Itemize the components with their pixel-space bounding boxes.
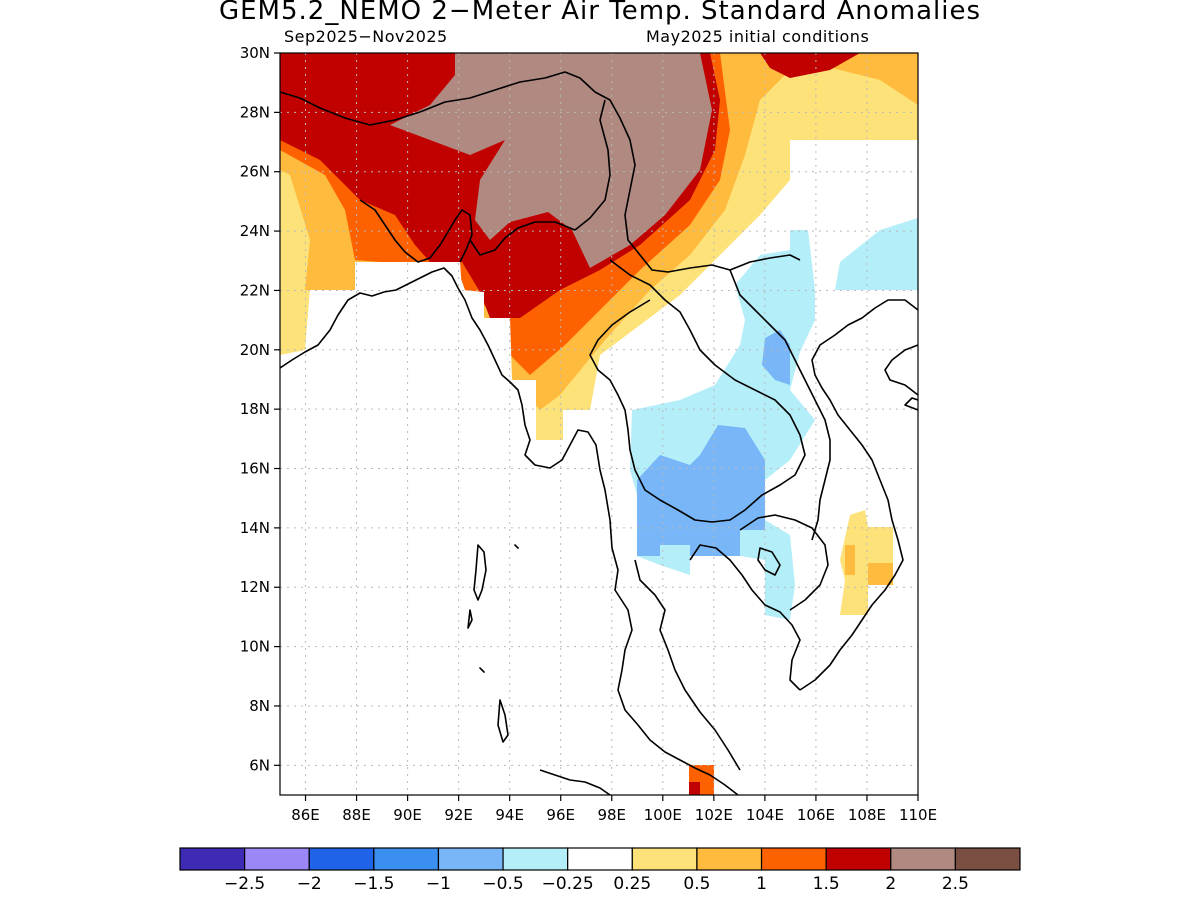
colorbar-swatch (437, 847, 504, 871)
border-laos-vietnam (729, 269, 831, 541)
lat-tick-label: 24N (240, 222, 270, 240)
lon-tick-label: 104E (746, 806, 784, 824)
region-hot-malaysia (689, 782, 700, 795)
border-himalaya (280, 71, 801, 273)
colorbar-swatch (502, 847, 569, 871)
tonle-sap (757, 547, 781, 576)
colorbar-label: 2 (885, 874, 896, 894)
region-cooler-laos (762, 330, 790, 385)
colorbar-label: 1 (756, 874, 767, 894)
colorbar-swatch (373, 847, 440, 871)
colorbar-swatch (179, 847, 246, 871)
lon-tick-label: 94E (495, 806, 524, 824)
lat-tick-label: 20N (240, 341, 270, 359)
region-mild-warm-vietnam (845, 545, 893, 585)
lat-tick-label: 12N (240, 578, 270, 596)
colorbar-label: 2.5 (942, 874, 969, 894)
border-cambodia (739, 514, 829, 611)
lat-tick-label: 26N (240, 163, 270, 181)
colorbar-swatch (567, 847, 633, 871)
colorbar-label: 0.5 (683, 874, 710, 894)
lon-tick-label: 86E (291, 806, 320, 824)
region-very-warm-north (390, 53, 712, 268)
lon-tick-label: 106E (797, 806, 835, 824)
lat-tick-label: 30N (240, 44, 270, 62)
coastline-sumatra-north (539, 769, 611, 795)
longitude-axis: 86E 88E 90E 92E 94E 96E 98E 100E 102E 104E 106E 108… (291, 795, 937, 824)
lon-tick-label: 96E (546, 806, 575, 824)
lon-tick-label: 102E (695, 806, 733, 824)
colorbar: −2.5 −2 −1.5 −1 −0.5 −0.25 0.25 0.5 1 1.5 2 2.5 (179, 847, 1021, 894)
lon-tick-label: 92E (444, 806, 473, 824)
latitude-axis: 30N 28N 26N 24N 22N 20N 18N 16N 14N 12N 10N 8N 6N (240, 44, 280, 774)
colorbar-swatch (244, 847, 310, 871)
colorbar-swatch (631, 847, 698, 871)
colorbar-swatch (890, 847, 956, 871)
colorbar-swatch (825, 847, 892, 871)
lat-tick-label: 18N (240, 400, 270, 418)
lat-tick-label: 22N (240, 281, 270, 299)
coastline-andaman-islands (467, 544, 519, 743)
colorbar-label: 0.25 (613, 874, 651, 894)
lon-tick-label: 90E (393, 806, 422, 824)
colorbar-label: −0.5 (482, 874, 523, 894)
region-cool-indochina-east (835, 218, 918, 290)
border-myanmar (469, 99, 806, 523)
lat-tick-label: 28N (240, 103, 270, 121)
border-bangladesh (359, 199, 473, 263)
lon-tick-label: 110E (899, 806, 937, 824)
lon-tick-label: 88E (342, 806, 371, 824)
map-title: GEM5.2_NEMO 2−Meter Air Temp. Standard A… (218, 0, 982, 26)
lon-tick-label: 108E (848, 806, 886, 824)
coastlines (280, 71, 918, 795)
lon-tick-label: 100E (644, 806, 682, 824)
colorbar-swatch (696, 847, 763, 871)
colorbar-swatch (760, 847, 827, 871)
colorbar-label: −1.5 (353, 874, 394, 894)
lat-tick-label: 14N (240, 519, 270, 537)
coastline-thai-gulf (634, 544, 801, 771)
anomaly-field (280, 53, 918, 795)
coastline-india-east (280, 267, 739, 795)
colorbar-label: −2.5 (224, 874, 265, 894)
colorbar-label: −2 (297, 874, 322, 894)
coastline-gulf-tonkin (884, 344, 918, 396)
lat-tick-label: 6N (249, 756, 270, 774)
map-frame (279, 52, 919, 796)
lat-tick-label: 16N (240, 460, 270, 478)
region-cooler-thailand (637, 425, 765, 556)
map-grid (280, 53, 918, 795)
initial-conditions: May2025 initial conditions (646, 27, 870, 46)
forecast-period: Sep2025−Nov2025 (284, 27, 448, 46)
lat-tick-label: 10N (240, 638, 270, 656)
region-slight-warm-vietnam (840, 510, 893, 615)
colorbar-swatch (308, 847, 375, 871)
lon-tick-label: 98E (597, 806, 626, 824)
coastline-hainan (904, 397, 918, 411)
lat-tick-label: 8N (249, 697, 270, 715)
region-warm-north-belt-east (760, 53, 860, 78)
region-neutral-bay (280, 262, 598, 795)
coastline-vietnam (799, 299, 918, 691)
colorbar-swatch (954, 847, 1021, 871)
colorbar-label: 1.5 (813, 874, 840, 894)
colorbar-label: −0.25 (542, 874, 594, 894)
colorbar-label: −1 (426, 874, 451, 894)
